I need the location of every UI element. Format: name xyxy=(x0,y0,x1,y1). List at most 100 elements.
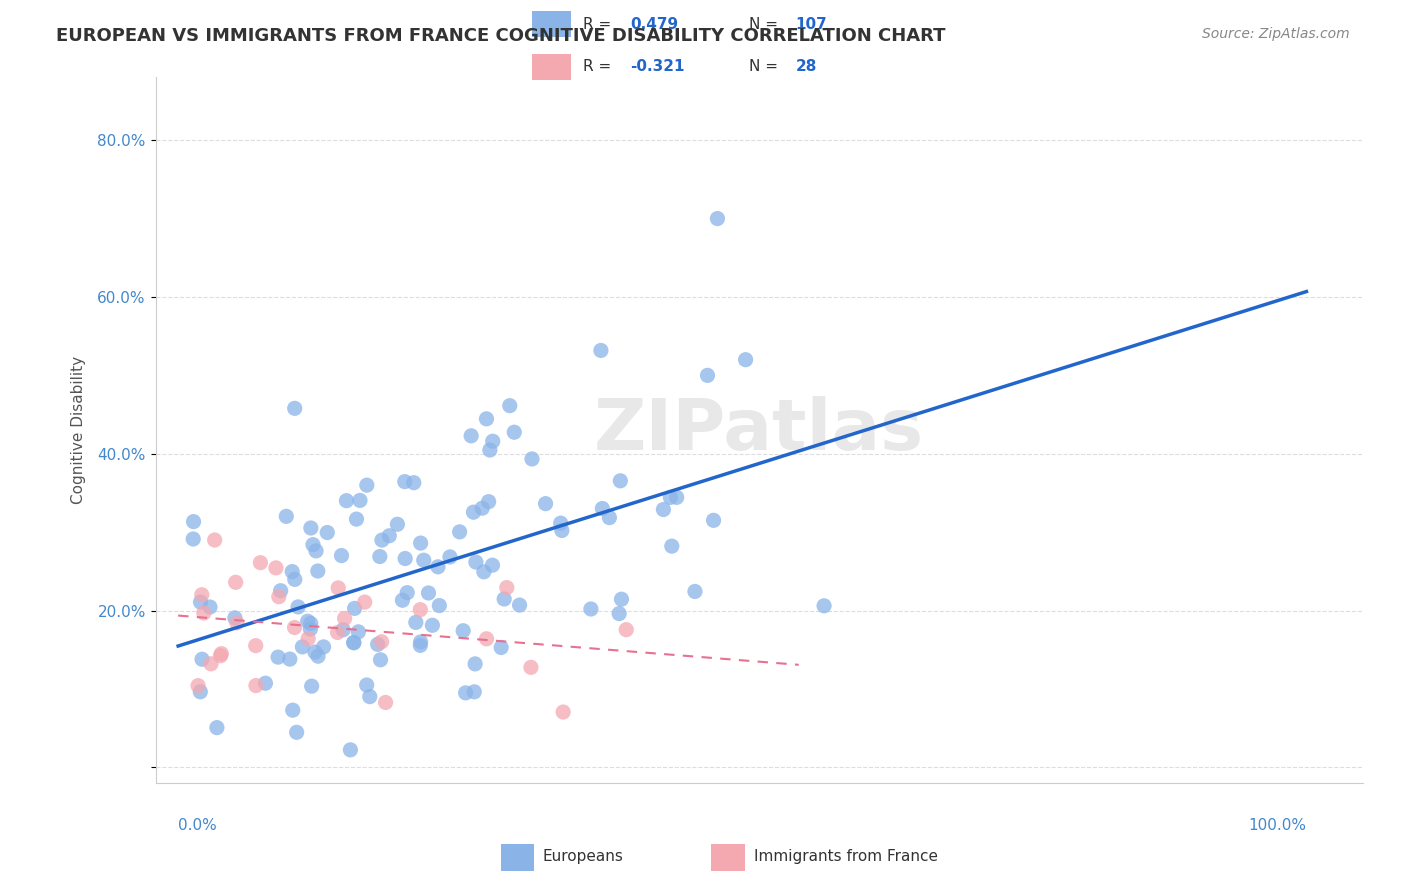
Point xyxy=(342,635,364,649)
Point xyxy=(307,564,329,578)
Point xyxy=(287,599,309,614)
Point xyxy=(191,588,214,602)
Point xyxy=(520,452,543,467)
Point xyxy=(439,549,461,564)
Point xyxy=(254,676,277,690)
Point xyxy=(209,648,232,663)
Point xyxy=(481,558,503,573)
Point xyxy=(343,635,366,649)
Text: Immigrants from France: Immigrants from France xyxy=(754,849,938,863)
FancyBboxPatch shape xyxy=(711,844,745,871)
Text: N =: N = xyxy=(748,60,782,74)
Point xyxy=(276,509,298,524)
Text: Source: ZipAtlas.com: Source: ZipAtlas.com xyxy=(1202,27,1350,41)
Point xyxy=(205,721,228,735)
Point xyxy=(475,632,498,646)
Point xyxy=(659,491,682,505)
Point xyxy=(703,513,725,527)
Point xyxy=(346,512,368,526)
Point xyxy=(579,602,602,616)
Point xyxy=(225,575,247,590)
Point xyxy=(405,615,427,630)
Point xyxy=(209,647,232,661)
Point xyxy=(339,743,361,757)
Point xyxy=(706,211,728,226)
FancyBboxPatch shape xyxy=(531,54,571,80)
Point xyxy=(299,616,322,631)
Point xyxy=(609,474,631,488)
Point xyxy=(225,615,247,630)
Point xyxy=(463,685,485,699)
Point xyxy=(426,559,449,574)
Point xyxy=(509,598,531,612)
Point xyxy=(297,614,319,628)
FancyBboxPatch shape xyxy=(501,844,534,871)
Point xyxy=(188,685,211,699)
Text: EUROPEAN VS IMMIGRANTS FROM FRANCE COGNITIVE DISABILITY CORRELATION CHART: EUROPEAN VS IMMIGRANTS FROM FRANCE COGNI… xyxy=(56,27,946,45)
Point xyxy=(312,640,335,654)
Point xyxy=(464,657,486,671)
Point xyxy=(449,524,471,539)
Point xyxy=(534,497,557,511)
Point xyxy=(495,581,517,595)
Point xyxy=(478,494,501,508)
Point xyxy=(190,595,212,609)
Point xyxy=(204,533,226,547)
Point xyxy=(471,501,494,516)
Point xyxy=(503,425,526,440)
Point xyxy=(553,705,575,719)
Text: N =: N = xyxy=(748,18,782,32)
Point xyxy=(409,635,432,649)
Point xyxy=(281,565,304,579)
Point xyxy=(284,620,307,634)
Point xyxy=(267,590,290,604)
Text: 107: 107 xyxy=(796,18,828,32)
Point xyxy=(481,434,503,449)
Point xyxy=(378,529,401,543)
Point xyxy=(349,493,371,508)
Point xyxy=(278,652,301,666)
Point xyxy=(374,696,396,710)
FancyBboxPatch shape xyxy=(531,11,571,37)
Point xyxy=(661,539,683,553)
Point xyxy=(307,649,329,664)
Point xyxy=(200,657,222,671)
Point xyxy=(696,368,718,383)
Text: 0.479: 0.479 xyxy=(630,18,679,32)
Point xyxy=(652,502,675,516)
Point xyxy=(299,521,322,535)
Point xyxy=(284,401,307,416)
Point xyxy=(610,592,633,607)
Point xyxy=(665,491,688,505)
Point xyxy=(291,640,314,654)
Point xyxy=(332,623,354,637)
Point xyxy=(464,555,486,569)
Text: R =: R = xyxy=(583,60,616,74)
Point xyxy=(181,532,204,546)
Point xyxy=(267,650,290,665)
Point xyxy=(371,533,394,547)
Point xyxy=(427,599,450,613)
Point xyxy=(387,517,409,532)
Point xyxy=(494,592,516,607)
Point xyxy=(409,536,432,550)
Point xyxy=(335,493,357,508)
Point xyxy=(330,549,353,563)
Point xyxy=(333,611,356,625)
Y-axis label: Cognitive Disability: Cognitive Disability xyxy=(72,356,86,504)
Point xyxy=(368,549,391,564)
Point xyxy=(478,443,501,458)
Point xyxy=(614,623,637,637)
Point xyxy=(475,412,498,426)
Point xyxy=(463,505,485,519)
Point xyxy=(187,679,209,693)
Point xyxy=(343,601,366,615)
Point xyxy=(316,525,339,540)
Point xyxy=(409,602,432,616)
Point xyxy=(472,565,495,579)
Point xyxy=(418,586,440,600)
Point xyxy=(402,475,425,490)
Point xyxy=(245,679,267,693)
Point xyxy=(353,595,375,609)
Point xyxy=(285,725,308,739)
